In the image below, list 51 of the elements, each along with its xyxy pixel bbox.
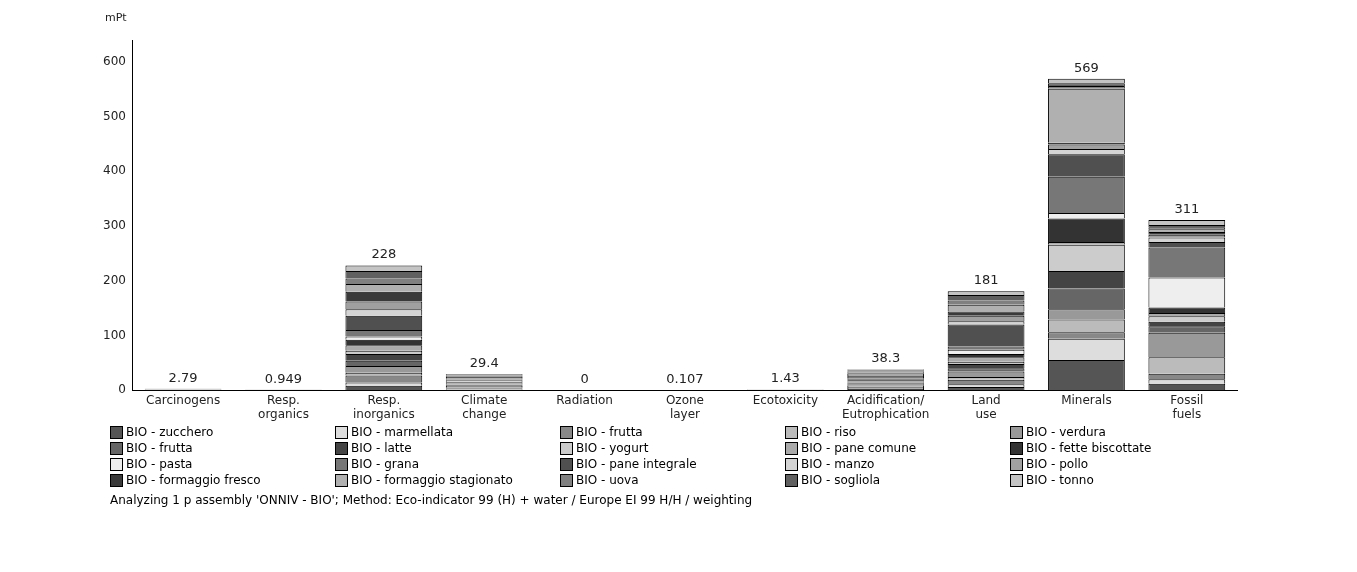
legend-label: BIO - verdura (1026, 425, 1106, 439)
legend-label: BIO - sogliola (801, 473, 881, 487)
x-tick-label: Land use (971, 392, 1001, 421)
x-tick-label: Fossil fuels (1170, 392, 1204, 421)
y-tick-label: 600 (103, 54, 126, 69)
text: Analyzing 1 p assembly 'ONNIV - BIO'; Method: Eco-indicator 99 (H) + water / Europe EI 99 H/H / weighting (110, 493, 754, 507)
total-label: 181 (973, 272, 999, 288)
total-label: 0.107 (666, 371, 704, 387)
x-tick-label: Ozone layer (665, 392, 704, 421)
x-tick-label: Minerals (1061, 392, 1112, 407)
total-label: 1.43 (770, 370, 800, 386)
total-label: 38.3 (871, 350, 901, 366)
legend-label: BIO - pane comune (801, 441, 917, 455)
x-tick-label: Acidification/ Eutrophication (841, 392, 930, 421)
legend-label: BIO - pasta (126, 457, 193, 471)
legend-label: BIO - uova (576, 473, 639, 487)
legend-label: BIO - formaggio stagionato (351, 473, 513, 487)
total-label: 569 (1074, 59, 1099, 75)
total-label: 311 (1174, 200, 1200, 216)
y-tick-label: 100 (103, 327, 126, 342)
legend-label: BIO - manzo (801, 457, 875, 471)
x-tick-label: Resp. inorganics (352, 392, 415, 421)
y-axis-title: mPt (105, 11, 128, 25)
total-label: 0.949 (264, 370, 303, 386)
y-tick-label: 200 (103, 272, 126, 287)
legend-label: BIO - pollo (1026, 457, 1089, 471)
y-tick-label: 500 (103, 108, 126, 123)
total-label: 29.4 (469, 354, 499, 370)
y-tick-label: 300 (103, 218, 126, 233)
legend-label: BIO - zucchero (126, 425, 214, 439)
legend-label: BIO - pane integrale (576, 457, 697, 471)
legend-label: BIO - formaggio fresco (126, 473, 261, 487)
x-tick-label: Radiation (556, 392, 613, 407)
legend-label: BIO - marmellata (351, 425, 454, 439)
x-tick-label: Ecotoxicity (752, 392, 819, 407)
x-tick-label: Climate change (461, 392, 508, 421)
legend-label: BIO - yogurt (576, 441, 649, 455)
legend-label: BIO - frutta (126, 441, 193, 455)
legend-label: BIO - grana (351, 457, 420, 471)
x-tick-label: Carcinogens (146, 392, 221, 407)
y-tick-label: 400 (103, 163, 126, 178)
total-label: 2.79 (168, 369, 198, 385)
total-label: 228 (371, 246, 397, 262)
legend-label: BIO - frutta (576, 425, 643, 439)
legend-label: BIO - riso (801, 425, 857, 439)
legend-label: BIO - latte (351, 441, 412, 455)
x-tick-label: Resp. organics (258, 392, 309, 421)
legend-label: BIO - fette biscottate (1026, 441, 1152, 455)
total-label: 0 (580, 371, 589, 387)
y-tick-label: 0 (118, 382, 126, 397)
legend-label: BIO - tonno (1026, 473, 1094, 487)
